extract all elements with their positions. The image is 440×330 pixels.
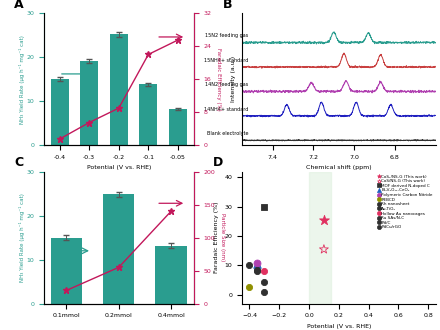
Text: C: C <box>14 156 23 169</box>
Point <box>261 289 268 294</box>
Point <box>253 269 260 274</box>
Point <box>320 217 327 223</box>
Point <box>253 260 260 265</box>
Bar <box>81 61 98 145</box>
Y-axis label: NH₃ Yield Rate (μg h⁻¹ mg⁻¹ cat): NH₃ Yield Rate (μg h⁻¹ mg⁻¹ cat) <box>19 193 25 282</box>
Bar <box>110 34 128 145</box>
Point <box>261 279 268 284</box>
Point <box>261 269 268 274</box>
Point <box>246 285 253 290</box>
Bar <box>309 172 331 304</box>
Bar <box>103 194 135 304</box>
Legend: CoS₂/NS-G (This work), CoS/NS-G (This work), MOF derived N-doped C, Bi₄V₂O₁₁-CeO: CoS₂/NS-G (This work), CoS/NS-G (This wo… <box>376 174 433 230</box>
Y-axis label: Faradaic Efficiency (%): Faradaic Efficiency (%) <box>214 202 219 273</box>
Text: 14NH4+ standard: 14NH4+ standard <box>204 107 248 112</box>
Y-axis label: NH₃ Yield Rate (μg h⁻¹ mg⁻¹ cat): NH₃ Yield Rate (μg h⁻¹ mg⁻¹ cat) <box>19 35 25 124</box>
Y-axis label: Particle Size (nm): Particle Size (nm) <box>220 214 225 262</box>
Bar <box>51 79 69 145</box>
Text: A: A <box>14 0 24 11</box>
X-axis label: Potential (V vs. RHE): Potential (V vs. RHE) <box>307 324 371 329</box>
Point <box>261 204 268 210</box>
X-axis label: Chemical shift (ppm): Chemical shift (ppm) <box>306 165 372 171</box>
Bar <box>155 246 187 304</box>
Point <box>320 247 327 252</box>
Y-axis label: Intensity (a.u.): Intensity (a.u.) <box>231 56 236 102</box>
Bar <box>139 84 157 145</box>
Y-axis label: Faradaic Efficiency (%): Faradaic Efficiency (%) <box>216 48 221 111</box>
Text: Blank electrolyte: Blank electrolyte <box>207 131 248 136</box>
Bar <box>169 109 187 145</box>
Point <box>246 263 253 268</box>
Text: 15NH4+ standard: 15NH4+ standard <box>204 58 248 63</box>
Text: 14N2 feeding gas: 14N2 feeding gas <box>205 82 248 87</box>
Text: 15N2 feeding gas: 15N2 feeding gas <box>205 33 248 38</box>
Point <box>253 267 260 273</box>
X-axis label: Potential (V vs. RHE): Potential (V vs. RHE) <box>87 165 151 171</box>
Text: D: D <box>213 156 223 169</box>
Bar <box>51 238 82 304</box>
Point <box>253 261 260 267</box>
Text: B: B <box>223 0 232 11</box>
